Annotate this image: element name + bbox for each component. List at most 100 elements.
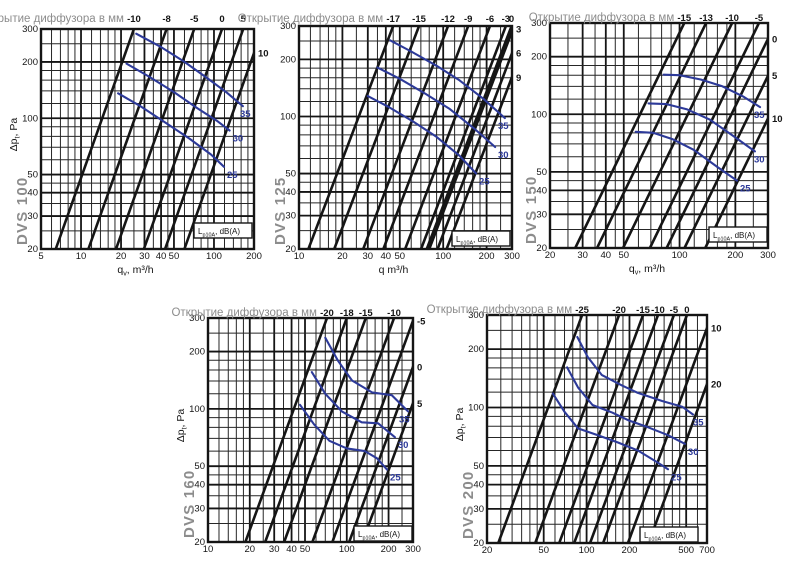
svg-text:-5: -5 — [190, 14, 199, 25]
svg-text:100: 100 — [206, 251, 222, 262]
svg-text:20: 20 — [337, 251, 348, 262]
y-tick-labels: 20 30 40 50 100 200 300 — [531, 18, 547, 254]
svg-text:50: 50 — [473, 461, 484, 472]
noise-level-box: Lp10A, dB(A) — [353, 525, 413, 542]
svg-text:-15: -15 — [412, 14, 426, 25]
svg-text:-5: -5 — [417, 316, 426, 327]
svg-text:40: 40 — [285, 187, 296, 198]
svg-text:40: 40 — [601, 250, 612, 261]
svg-text:300: 300 — [280, 21, 296, 32]
svg-text:30: 30 — [233, 134, 244, 145]
svg-text:-20: -20 — [612, 305, 626, 316]
svg-text:30: 30 — [285, 211, 296, 222]
svg-text:30: 30 — [577, 250, 588, 261]
svg-text:20: 20 — [545, 250, 556, 261]
noise-curves — [366, 39, 506, 175]
svg-text:20: 20 — [194, 537, 205, 548]
noise-curve-labels: 35 30 25 — [227, 109, 251, 181]
svg-text:200: 200 — [468, 344, 484, 355]
plot-border — [39, 27, 256, 251]
svg-text:0: 0 — [772, 34, 777, 45]
svg-text:-15: -15 — [359, 308, 373, 319]
svg-text:-10: -10 — [387, 308, 401, 319]
chart-title: Открытие диффузора в мм — [529, 12, 675, 24]
svg-text:-10: -10 — [651, 305, 665, 316]
plot-grid — [40, 28, 255, 250]
y-tick-labels: 20 30 40 50 100 200 300 — [468, 310, 484, 549]
svg-text:30: 30 — [139, 251, 150, 262]
svg-text:500: 500 — [678, 545, 694, 556]
svg-text:40: 40 — [27, 188, 38, 199]
x-tick-labels: 10 20 30 40 50 100 200 300 — [203, 544, 421, 555]
svg-text:30: 30 — [473, 504, 484, 515]
x-axis-title: q m³/h — [379, 264, 409, 276]
svg-text:200: 200 — [479, 251, 495, 262]
svg-text:Lp10A, dB(A): Lp10A, dB(A) — [456, 235, 498, 247]
svg-text:-6: -6 — [486, 14, 494, 25]
noise-curve-labels: 35 30 25 — [740, 110, 765, 195]
svg-text:50: 50 — [285, 169, 296, 180]
chart-panel-dvs-200: Lp10A, dB(A) 20 50 100 200 500 700 20 30 40 50 100 2… — [427, 295, 786, 561]
svg-text:3: 3 — [516, 24, 521, 35]
svg-text:50: 50 — [618, 250, 629, 261]
svg-text:30: 30 — [363, 251, 374, 262]
svg-text:30: 30 — [498, 150, 509, 161]
svg-text:-18: -18 — [340, 308, 354, 319]
svg-text:50: 50 — [300, 544, 311, 555]
noise-level-box: Lp10A, dB(A) — [193, 222, 253, 239]
svg-text:50: 50 — [395, 251, 406, 262]
opening-lines — [497, 315, 707, 543]
y-tick-labels: 20 30 40 50 100 200 300 — [22, 24, 38, 255]
chart-dvs-150: Lp10A, dB(A)20 30 40 50 100 200 30020304050100… — [523, 12, 783, 277]
svg-text:300: 300 — [760, 250, 776, 261]
svg-text:35: 35 — [693, 418, 704, 429]
svg-text:10: 10 — [258, 49, 269, 60]
opening-labels: -20 -18 -15 -10 -5 0 5 — [320, 308, 426, 410]
x-tick-labels: 5 10 20 30 40 50 100 200 — [38, 251, 262, 262]
svg-text:100: 100 — [435, 251, 451, 262]
opening-lines — [244, 318, 413, 542]
svg-text:40: 40 — [473, 480, 484, 491]
svg-text:0: 0 — [417, 362, 422, 373]
svg-text:30: 30 — [536, 209, 547, 220]
noise-level-box: Lp10A, dB(A) — [451, 230, 511, 247]
opening-labels: -15 -13 -10 -5 0 5 10 — [677, 13, 782, 125]
svg-text:30: 30 — [27, 211, 38, 222]
svg-text:20: 20 — [536, 243, 547, 254]
svg-text:50: 50 — [538, 545, 549, 556]
x-axis-title: qv, m³/h — [629, 263, 665, 277]
svg-text:20: 20 — [27, 244, 38, 255]
svg-text:300: 300 — [189, 313, 205, 324]
svg-text:-9: -9 — [464, 14, 472, 25]
chart-dvs-160: Lp10A, dB(A)10 20 30 40 50 100 200 300203040501… — [171, 307, 426, 555]
svg-text:200: 200 — [22, 57, 38, 68]
svg-text:40: 40 — [381, 251, 392, 262]
svg-text:-13: -13 — [699, 13, 713, 24]
model-label: DVS 150 — [523, 176, 540, 244]
noise-curves — [551, 335, 695, 471]
chart-panel-dvs-160: Lp10A, dB(A) 10 20 30 40 50 100 200 300 20 30 40 50 1… — [165, 295, 440, 561]
model-label: DVS 200 — [460, 471, 477, 539]
svg-text:35: 35 — [399, 414, 410, 425]
noise-curve-labels: 35 30 25 — [671, 418, 704, 484]
svg-text:-3: -3 — [502, 14, 510, 25]
svg-text:20: 20 — [482, 545, 493, 556]
svg-text:100: 100 — [189, 404, 205, 415]
svg-text:100: 100 — [672, 250, 688, 261]
svg-text:20: 20 — [711, 380, 722, 391]
plot-border — [297, 24, 514, 251]
opening-labels: -17 -15 -12 -9 -6 -303 6 9 — [386, 14, 521, 84]
svg-text:-5: -5 — [755, 13, 764, 24]
svg-text:30: 30 — [398, 440, 409, 451]
y-axis-title: Δpt, Pa — [175, 409, 189, 443]
svg-text:700: 700 — [699, 545, 715, 556]
svg-text:50: 50 — [194, 461, 205, 472]
svg-text:200: 200 — [381, 544, 397, 555]
svg-text:10: 10 — [772, 114, 783, 125]
svg-text:9: 9 — [516, 73, 521, 84]
svg-text:6: 6 — [516, 49, 521, 60]
noise-curve-labels: 35 30 25 — [390, 414, 410, 483]
svg-text:10: 10 — [294, 251, 305, 262]
opening-lines — [307, 26, 512, 249]
svg-text:200: 200 — [189, 347, 205, 358]
